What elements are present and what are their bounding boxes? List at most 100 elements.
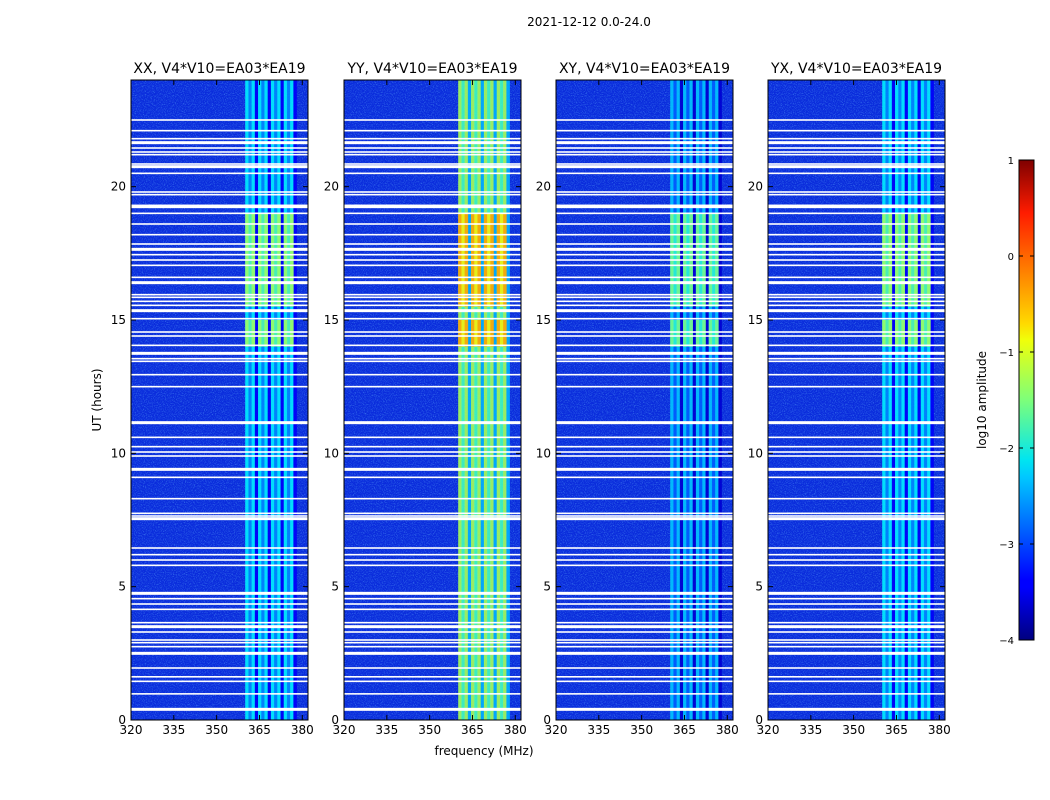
flagged-row	[556, 253, 733, 256]
flagged-row	[556, 547, 733, 549]
flagged-row	[768, 631, 945, 633]
y-tick-label: 10	[536, 446, 551, 460]
x-tick-label: 320	[757, 723, 780, 737]
flagged-row	[344, 564, 521, 567]
flagged-row	[768, 119, 945, 121]
y-tick-label: 5	[331, 580, 339, 594]
flagged-row	[768, 680, 945, 683]
signal-peak	[686, 320, 690, 347]
signal-stripe	[911, 80, 915, 720]
signal-stripe	[458, 80, 462, 720]
flagged-row	[131, 680, 308, 683]
flagged-row	[556, 204, 733, 207]
flagged-row	[768, 137, 945, 140]
flagged-row	[131, 357, 308, 360]
flagged-row	[344, 331, 521, 333]
flagged-row	[556, 631, 733, 633]
flagged-row	[131, 476, 308, 479]
flagged-row	[768, 608, 945, 611]
flagged-row	[344, 193, 521, 196]
flagged-row	[344, 603, 521, 605]
flagged-row	[344, 517, 521, 521]
flagged-row	[768, 467, 945, 471]
flagged-row	[344, 147, 521, 149]
signal-peak	[670, 320, 674, 347]
signal-peak	[895, 320, 899, 347]
signal-peak	[487, 320, 491, 347]
figure-title: 2021-12-12 0.0-24.0	[527, 15, 651, 29]
signal-peak	[711, 320, 716, 347]
flagged-row	[768, 455, 945, 457]
flagged-row	[556, 151, 733, 153]
flagged-row	[344, 344, 521, 347]
y-tick-label: 5	[755, 580, 763, 594]
flagged-row	[768, 223, 945, 225]
signal-stripe	[914, 80, 918, 720]
signal-stripe	[254, 80, 259, 720]
flagged-row	[344, 651, 521, 655]
flagged-row	[768, 591, 945, 595]
flagged-row	[768, 212, 945, 215]
signal-stripe	[461, 80, 465, 720]
flagged-row	[556, 264, 733, 267]
flagged-row	[344, 129, 521, 132]
signal-stripe	[891, 80, 896, 720]
flagged-row	[131, 147, 308, 149]
flagged-row	[131, 625, 308, 629]
y-tick-label: 20	[748, 180, 763, 194]
flagged-row	[131, 707, 308, 711]
plot-frame	[555, 79, 734, 721]
signal-stripe	[496, 80, 501, 720]
signal-stripe	[293, 80, 297, 720]
flagged-row	[768, 559, 945, 561]
flagged-row	[556, 455, 733, 457]
signal-peak	[923, 320, 928, 347]
signal-stripe	[464, 80, 469, 720]
flagged-row	[768, 151, 945, 153]
x-tick-label: 335	[162, 723, 185, 737]
flagged-row	[556, 512, 733, 515]
flagged-row	[131, 233, 308, 236]
signal-peak	[248, 320, 252, 347]
signal-stripe	[715, 80, 719, 720]
x-tick-label: 350	[418, 723, 441, 737]
flagged-row	[131, 455, 308, 457]
signal-peak	[676, 320, 681, 347]
flagged-row	[344, 476, 521, 479]
flagged-row	[131, 119, 308, 121]
y-tick-label: 15	[111, 313, 126, 327]
signal-peak	[251, 320, 256, 347]
flagged-row	[344, 608, 521, 611]
flagged-row	[131, 317, 308, 320]
flagged-row	[344, 204, 521, 207]
flagged-row	[556, 205, 733, 209]
flagged-row	[556, 309, 733, 313]
plot-frame	[767, 79, 946, 721]
flagged-row	[556, 385, 733, 388]
flagged-row	[344, 300, 521, 303]
flagged-row	[768, 253, 945, 256]
flagged-row	[131, 137, 308, 140]
flagged-row	[556, 147, 733, 149]
signal-stripe	[290, 80, 294, 720]
x-tick-label: 320	[333, 723, 356, 737]
flagged-row	[768, 281, 945, 285]
y-tick-label: 20	[324, 180, 339, 194]
flagged-row	[344, 639, 521, 641]
signal-peak	[927, 320, 931, 347]
plot-frame	[130, 79, 309, 721]
signal-peak	[461, 320, 465, 347]
signal-stripe	[689, 80, 693, 720]
flagged-row	[768, 344, 945, 347]
flagged-row	[556, 621, 733, 624]
signal-stripe	[705, 80, 710, 720]
signal-peak	[898, 320, 902, 347]
flagged-row	[556, 335, 733, 337]
flagged-row	[131, 247, 308, 251]
flagged-row	[344, 205, 521, 209]
flagged-row	[131, 276, 308, 279]
signal-peak	[464, 320, 469, 347]
signal-stripe	[480, 80, 485, 720]
signal-stripe	[286, 80, 291, 720]
flagged-row	[768, 247, 945, 251]
